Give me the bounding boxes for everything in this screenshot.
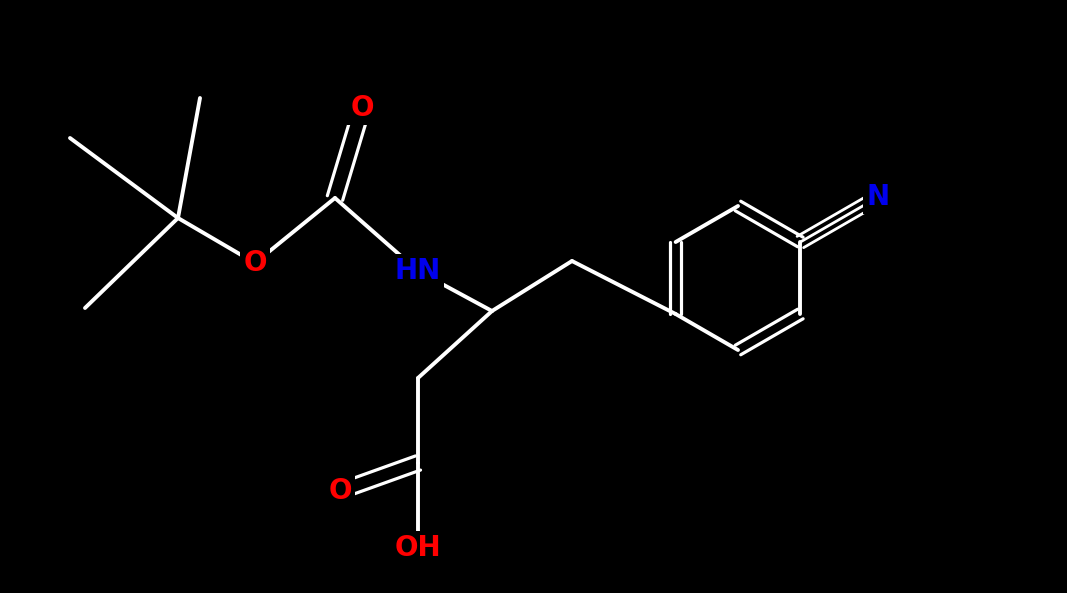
Text: N: N <box>866 183 890 211</box>
Text: OH: OH <box>395 534 442 562</box>
Text: O: O <box>329 477 352 505</box>
Text: HN: HN <box>395 257 441 285</box>
Text: O: O <box>243 249 267 277</box>
Text: O: O <box>350 94 373 122</box>
